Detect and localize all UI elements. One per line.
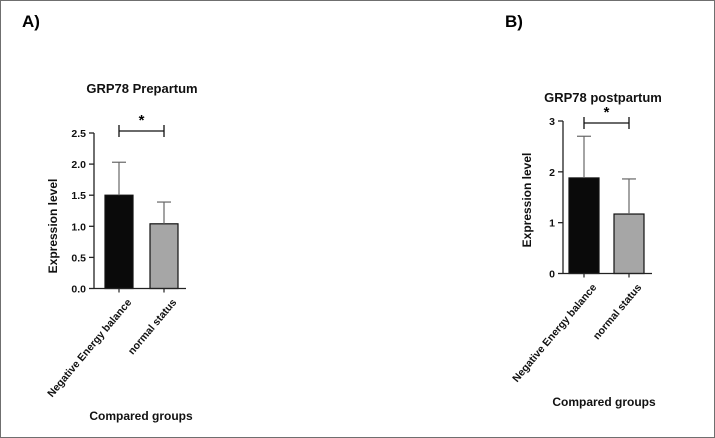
chart-title-0: GRP78 Prepartum	[86, 81, 197, 96]
category-label-1-1: normal status	[591, 282, 645, 343]
chart-title-1: GRP78 postpartum	[544, 90, 662, 105]
bar-1-1	[613, 213, 645, 275]
y-tick-label-0-5: 2.5	[71, 128, 86, 140]
panel-label-0: A)	[22, 12, 40, 31]
y-tick-label-0-4: 2.0	[71, 159, 86, 171]
category-label-0-1: normal status	[126, 297, 180, 358]
category-label-1-0: Negative Energy balance	[510, 282, 599, 385]
panel-label-1: B)	[505, 12, 523, 31]
y-axis-label-0: Expression level	[46, 179, 60, 274]
y-axis-label-1: Expression level	[520, 153, 534, 248]
y-tick-label-0-0: 0.0	[71, 284, 86, 296]
y-tick-label-1-3: 3	[549, 116, 555, 128]
y-tick-label-1-2: 2	[549, 167, 555, 179]
y-tick-label-0-2: 1.0	[71, 221, 86, 233]
y-tick-label-0-1: 0.5	[71, 252, 86, 264]
y-tick-label-1-0: 0	[549, 269, 555, 281]
y-tick-label-1-1: 1	[549, 218, 555, 230]
category-label-0-0: Negative Energy balance	[45, 297, 134, 400]
significance-star-1: *	[604, 104, 610, 121]
bar-1-0	[568, 177, 600, 275]
y-tick-label-0-3: 1.5	[71, 190, 86, 202]
significance-star-0: *	[139, 112, 145, 129]
bar-0-1	[149, 223, 179, 290]
bar-0-0	[104, 194, 134, 290]
x-axis-label-0: Compared groups	[89, 409, 193, 423]
x-axis-label-1: Compared groups	[552, 395, 656, 409]
